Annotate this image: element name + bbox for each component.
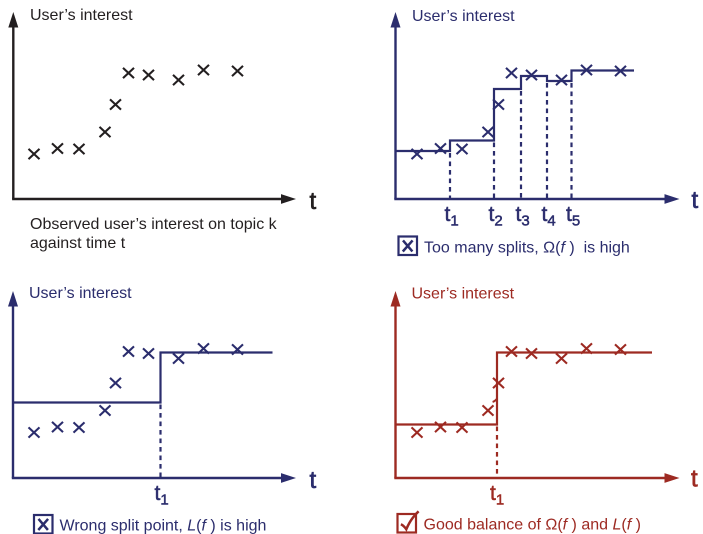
svg-text:t: t bbox=[310, 467, 317, 494]
svg-text:against time t: against time t bbox=[30, 235, 126, 252]
svg-text:User’s interest: User’s interest bbox=[412, 8, 515, 25]
svg-text:t: t bbox=[692, 187, 699, 214]
svg-text:User’s interest: User’s interest bbox=[29, 285, 132, 302]
svg-text:t: t bbox=[310, 188, 317, 215]
svg-text:Observed user’s interest on to: Observed user’s interest on topic k bbox=[30, 216, 278, 233]
svg-text:User’s interest: User’s interest bbox=[412, 286, 515, 303]
svg-text:t: t bbox=[691, 466, 698, 493]
svg-text:Wrong split point, L(f ) is hi: Wrong split point, L(f ) is high bbox=[60, 518, 267, 534]
svg-text:Good balance of Ω(f ) and L(f: Good balance of Ω(f ) and L(f ) bbox=[424, 517, 641, 534]
svg-text:Too many splits, Ω(f ) is hig: Too many splits, Ω(f ) is high bbox=[424, 240, 630, 257]
svg-text:User’s interest: User’s interest bbox=[30, 7, 133, 24]
